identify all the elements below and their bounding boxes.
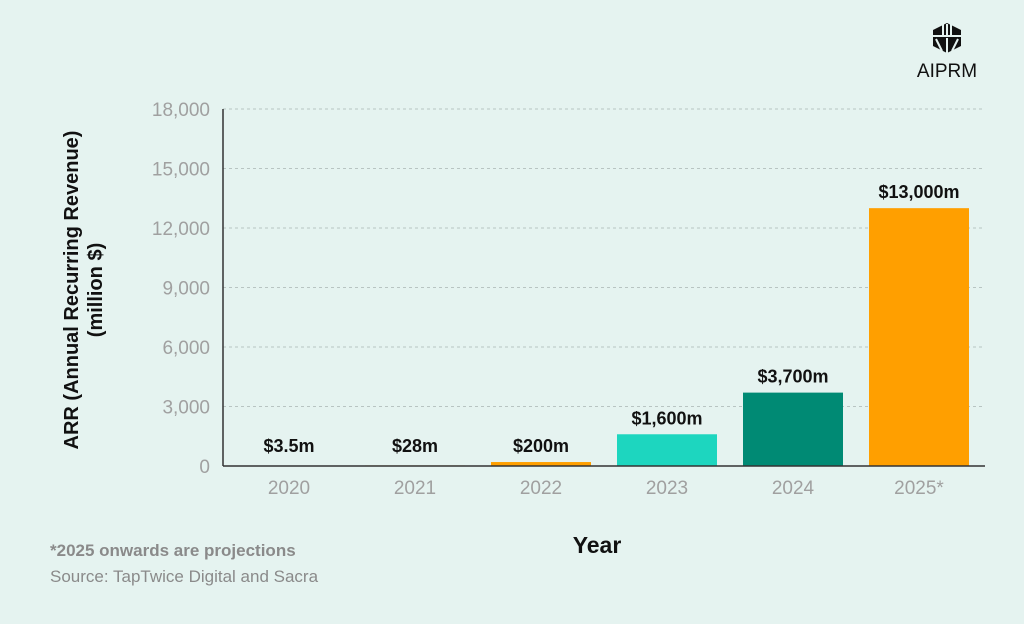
x-tick-label: 2021	[394, 478, 436, 499]
data-label: $200m	[513, 436, 569, 456]
y-tick-label: 0	[199, 457, 210, 478]
aiprm-logo-icon	[933, 23, 961, 53]
x-tick-label: 2023	[646, 478, 688, 499]
x-axis-title: Year	[573, 532, 622, 558]
x-tick-label: 2022	[520, 478, 562, 499]
data-label: $3,700m	[757, 367, 828, 387]
y-axis-title-unit: (million $)	[85, 243, 107, 337]
data-label: $28m	[392, 436, 438, 456]
logo-text: AIPRM	[916, 61, 978, 82]
x-tick-label: 2020	[268, 478, 310, 499]
y-tick-label: 15,000	[152, 160, 210, 181]
bar-2022	[491, 462, 591, 466]
data-label: $13,000m	[878, 182, 959, 202]
x-tick-label: 2024	[772, 478, 815, 499]
data-label: $3.5m	[263, 436, 314, 456]
y-tick-label: 12,000	[152, 219, 210, 240]
y-tick-label: 6,000	[162, 338, 210, 359]
y-axis-title: ARR (Annual Recurring Revenue)	[61, 131, 83, 450]
data-label: $1,600m	[631, 408, 702, 428]
bar-2025*	[869, 208, 969, 466]
source-note: Source: TapTwice Digital and Sacra	[50, 567, 319, 586]
y-tick-label: 3,000	[162, 398, 210, 419]
y-tick-label: 9,000	[162, 279, 210, 300]
aiprm-logo: AIPRM	[912, 22, 982, 83]
y-tick-label: 18,000	[152, 100, 210, 121]
x-tick-label: 2025*	[894, 478, 944, 499]
bar-2023	[617, 434, 717, 466]
bar-2024	[743, 392, 843, 466]
footnote: *2025 onwards are projections	[50, 541, 296, 560]
